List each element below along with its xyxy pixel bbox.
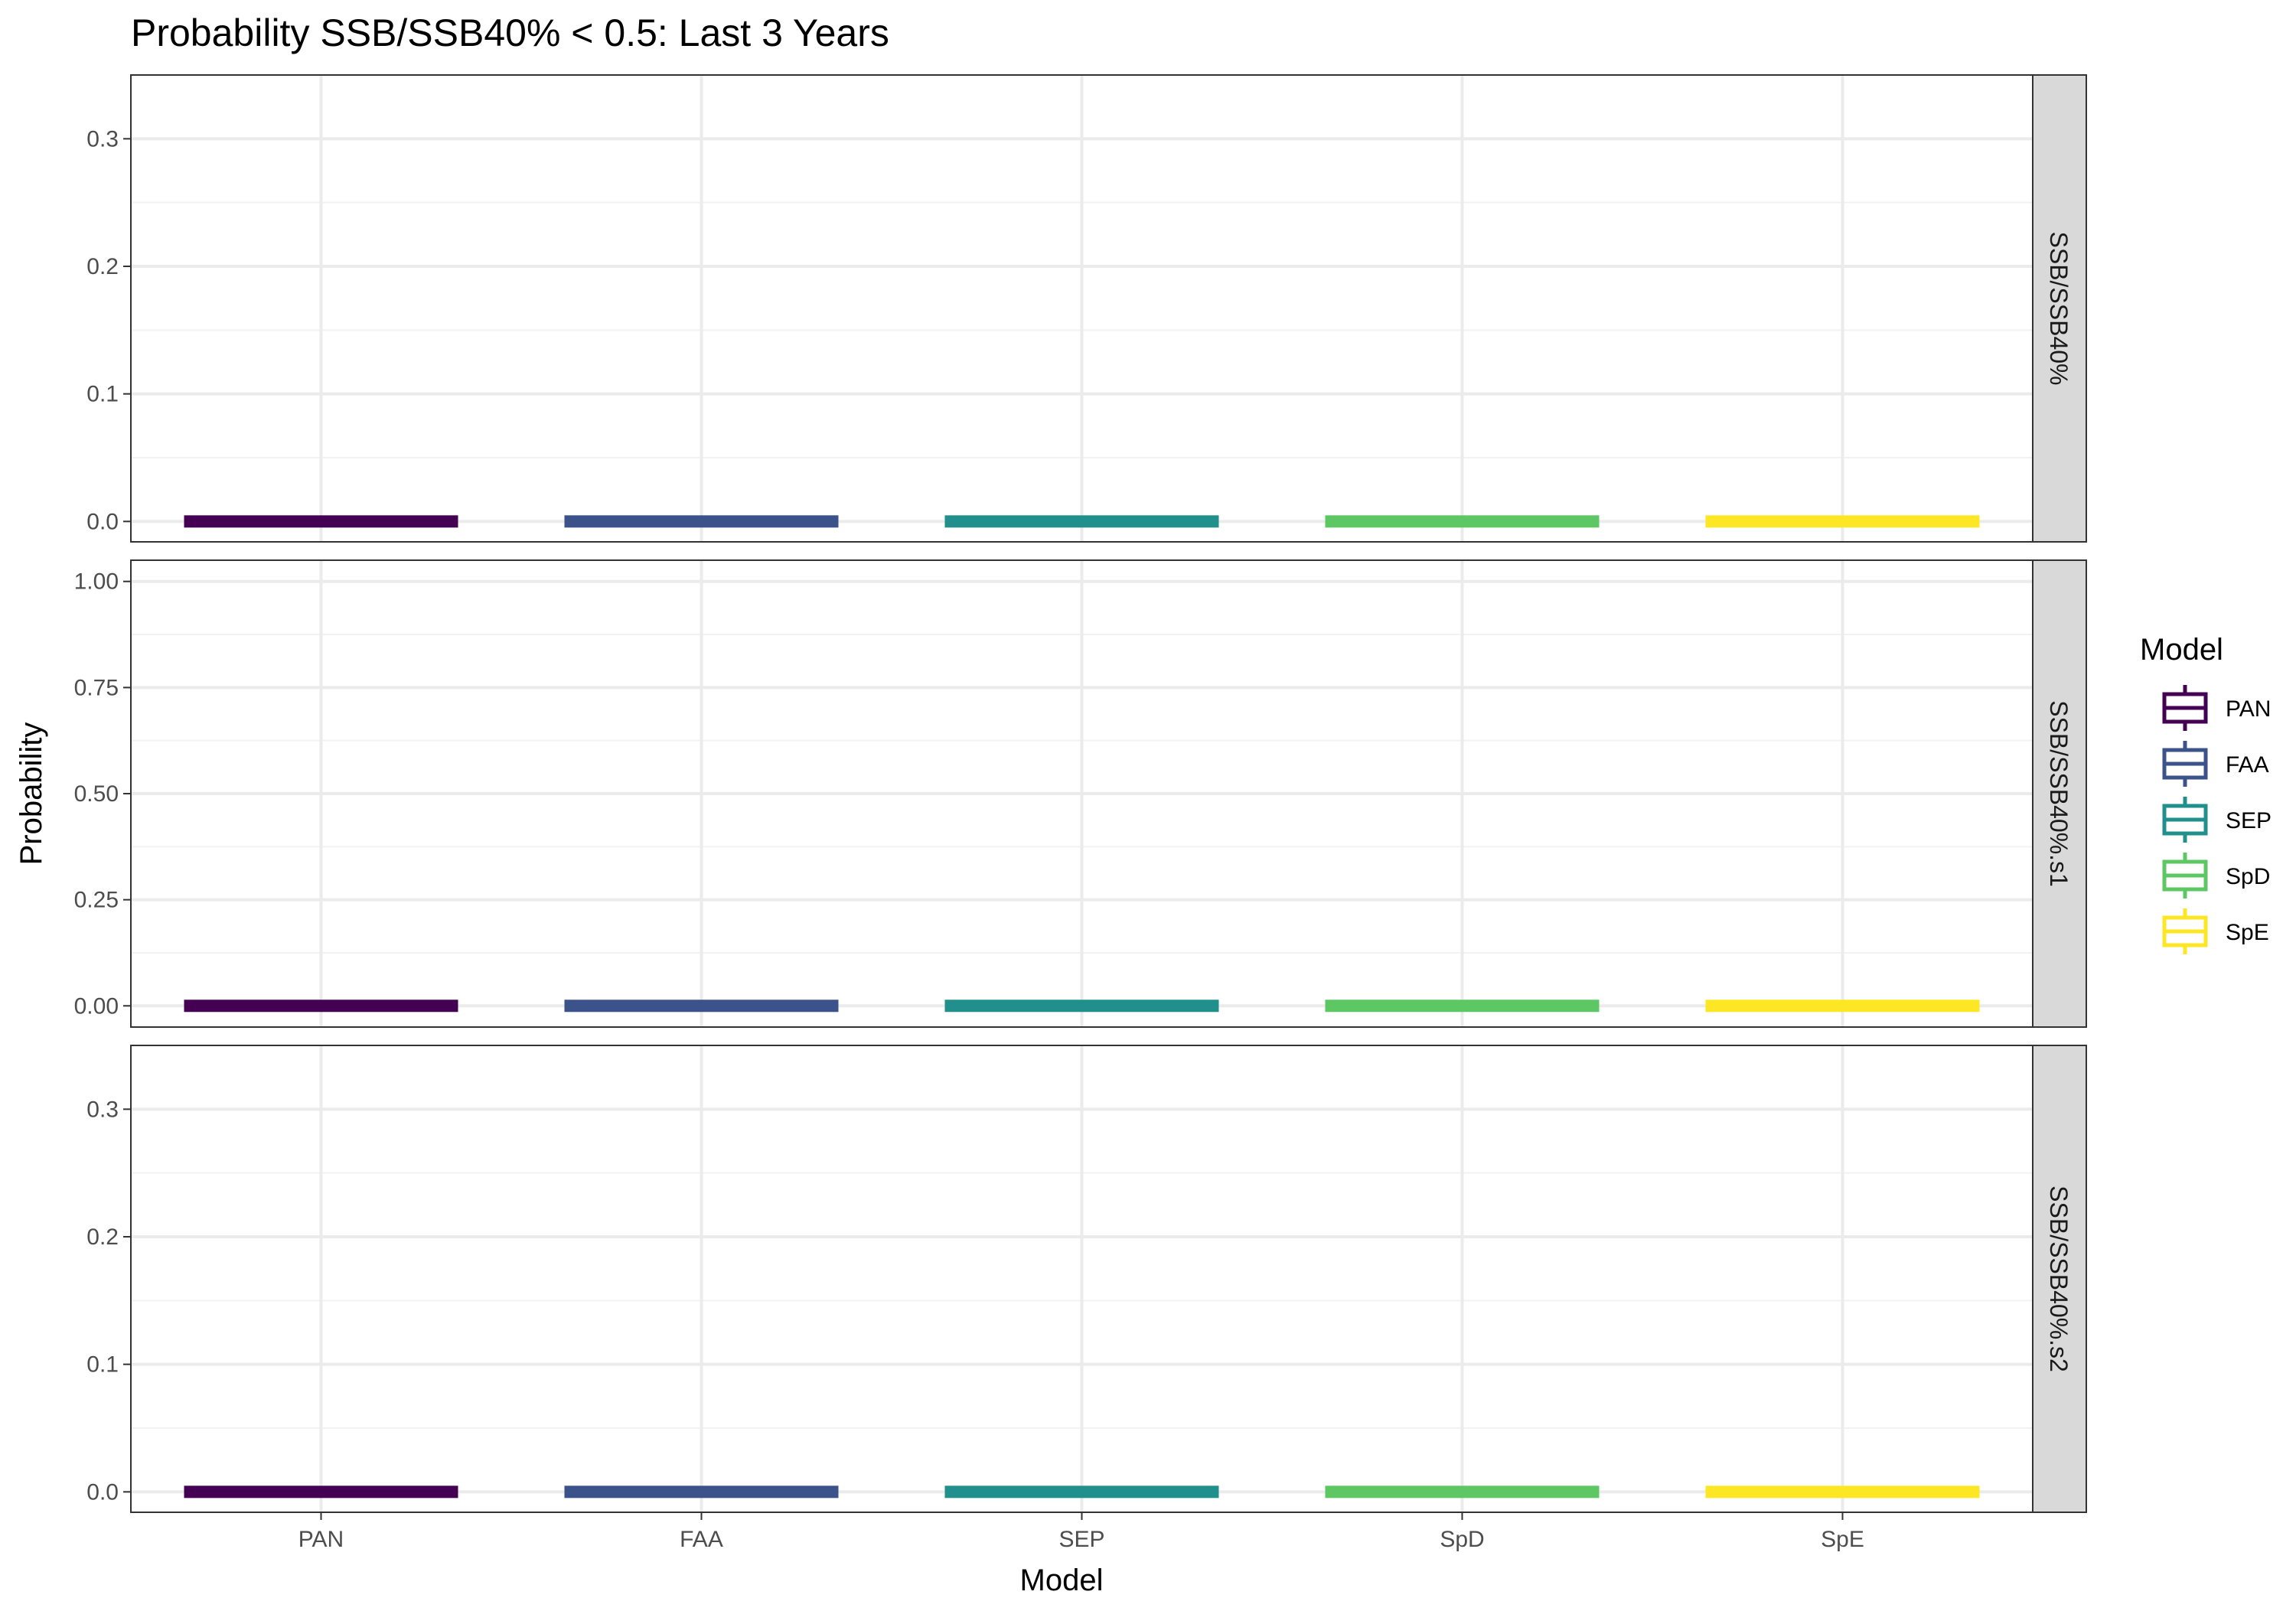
box-pan [184,515,458,528]
y-tick-label: 0.2 [86,1225,119,1250]
y-tick-label: 0.3 [86,1097,119,1122]
legend: Model PAN FAA SEP SpD SpE [2140,633,2272,957]
box-faa [564,515,839,528]
facet-strip [2032,559,2087,1028]
y-tick-label: 0.25 [74,888,119,913]
x-tick-label: FAA [680,1527,723,1552]
y-tick-label: 0.00 [74,993,119,1019]
chart-title: Probability SSB/SSB40% < 0.5: Last 3 Yea… [131,11,889,54]
y-tick-label: 0.0 [86,1479,119,1505]
legend-label: SEP [2226,808,2272,833]
y-axis-title: Probability [15,722,48,866]
legend-item-pan: PAN [2157,682,2271,734]
legend-item-spe: SpE [2157,905,2269,957]
facet-strip [2032,1045,2087,1513]
box-spe [1705,1000,1980,1013]
legend-label: SpD [2226,864,2270,889]
facet-strip-label: SSB/SSB40% [2045,232,2073,386]
y-tick-label: 0.50 [74,781,119,807]
box-sep [944,515,1219,528]
y-tick-label: 0.75 [74,675,119,700]
legend-items: PAN FAA SEP SpD SpE [2157,682,2272,957]
box-spd [1325,515,1600,528]
y-tick-label: 0.0 [86,509,119,534]
legend-label: SpE [2226,920,2269,945]
facet-panel: 0.00 0.25 0.50 0.75 1.00 SSB/SSB40%.s1 [74,559,2087,1028]
legend-item-sep: SEP [2157,794,2272,846]
facet-strip [2032,74,2087,543]
box-spd [1325,1485,1600,1498]
legend-label: FAA [2226,752,2269,778]
x-tick-label: PAN [298,1527,344,1552]
box-sep [944,1485,1219,1498]
box-spd [1325,1000,1600,1013]
y-tick-label: 0.1 [86,1352,119,1378]
x-tick-label: SpE [1821,1527,1864,1552]
x-tick-label: SEP [1058,1527,1104,1552]
facet-panel: 0.0 0.1 0.2 0.3 SSB/SSB40%.s2 [86,1045,2087,1513]
facet-strip-label: SSB/SSB40%.s1 [2045,700,2073,887]
y-tick-label: 1.00 [74,569,119,595]
x-axis-title: Model [1020,1564,1104,1597]
box-spe [1705,515,1980,528]
legend-item-faa: FAA [2157,738,2269,790]
y-tick-label: 0.2 [86,254,119,279]
box-sep [944,1000,1219,1013]
box-faa [564,1000,839,1013]
y-tick-label: 0.3 [86,126,119,152]
box-pan [184,1000,458,1013]
x-tick-label: SpD [1440,1527,1484,1552]
box-spe [1705,1485,1980,1498]
box-pan [184,1485,458,1498]
facet-strip-label: SSB/SSB40%.s2 [2045,1185,2073,1372]
box-faa [564,1485,839,1498]
legend-label: PAN [2226,696,2271,722]
x-axis-ticks: PAN FAA SEP SpD SpE [298,1512,1864,1552]
facet-panel: 0.0 0.1 0.2 0.3 SSB/SSB40% [86,74,2087,543]
facet-panels: 0.0 0.1 0.2 0.3 SSB/SSB40% 0.00 0.25 0.50 0.75 1.… [74,74,2087,1513]
y-tick-label: 0.1 [86,382,119,407]
legend-title: Model [2140,633,2223,667]
legend-item-spd: SpD [2157,850,2270,902]
